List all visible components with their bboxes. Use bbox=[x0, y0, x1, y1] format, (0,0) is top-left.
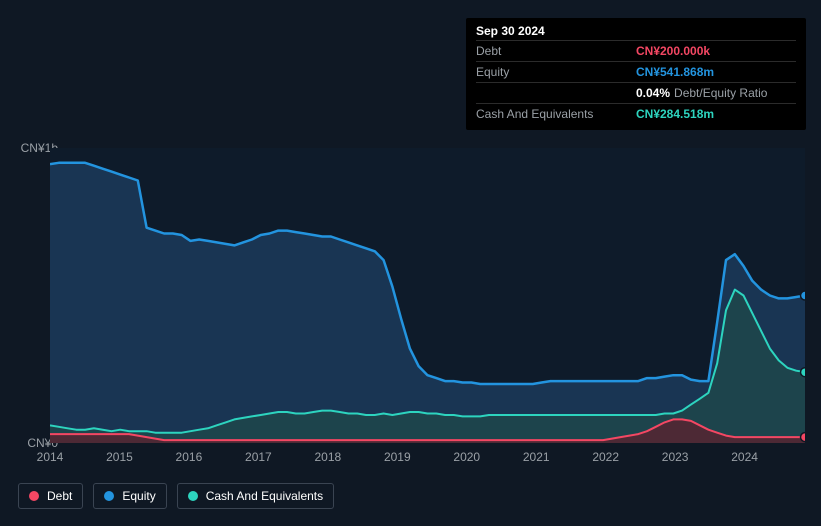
series-end-marker-debt bbox=[801, 433, 806, 442]
x-axis-label: 2016 bbox=[176, 450, 203, 464]
tooltip-row-label: Cash And Equivalents bbox=[476, 107, 636, 121]
tooltip-row-label: Debt bbox=[476, 44, 636, 58]
x-axis-label: 2024 bbox=[731, 450, 758, 464]
legend-swatch-icon bbox=[188, 491, 198, 501]
x-axis-label: 2018 bbox=[314, 450, 341, 464]
tooltip-row: 0.04% Debt/Equity Ratio bbox=[476, 82, 796, 103]
tooltip-row-value: CN¥284.518m bbox=[636, 107, 714, 121]
tooltip-row-suffix: Debt/Equity Ratio bbox=[674, 86, 767, 100]
chart-tooltip: Sep 30 2024 DebtCN¥200.000kEquityCN¥541.… bbox=[466, 18, 806, 130]
series-end-marker-cash-and-equivalents bbox=[801, 368, 806, 377]
legend-swatch-icon bbox=[29, 491, 39, 501]
tooltip-row-value: CN¥200.000k bbox=[636, 44, 710, 58]
tooltip-row-value: 0.04% bbox=[636, 86, 670, 100]
x-axis-label: 2022 bbox=[592, 450, 619, 464]
legend-label: Equity bbox=[122, 489, 155, 503]
x-axis-label: 2015 bbox=[106, 450, 133, 464]
tooltip-row-value: CN¥541.868m bbox=[636, 65, 714, 79]
legend-label: Cash And Equivalents bbox=[206, 489, 323, 503]
tooltip-row: Cash And EquivalentsCN¥284.518m bbox=[476, 103, 796, 124]
chart-legend: Debt Equity Cash And Equivalents bbox=[18, 483, 334, 509]
legend-item-cash-and-equivalents[interactable]: Cash And Equivalents bbox=[177, 483, 334, 509]
tooltip-row-label bbox=[476, 86, 636, 100]
tooltip-date: Sep 30 2024 bbox=[476, 24, 796, 40]
chart-container: Sep 30 2024 DebtCN¥200.000kEquityCN¥541.… bbox=[0, 0, 821, 526]
legend-label: Debt bbox=[47, 489, 72, 503]
x-axis-label: 2019 bbox=[384, 450, 411, 464]
x-axis-label: 2023 bbox=[662, 450, 689, 464]
chart-plot[interactable] bbox=[50, 148, 805, 443]
legend-swatch-icon bbox=[104, 491, 114, 501]
tooltip-row: EquityCN¥541.868m bbox=[476, 61, 796, 82]
x-axis-label: 2014 bbox=[37, 450, 64, 464]
x-axis-label: 2017 bbox=[245, 450, 272, 464]
tooltip-row: DebtCN¥200.000k bbox=[476, 40, 796, 61]
tooltip-row-label: Equity bbox=[476, 65, 636, 79]
legend-item-equity[interactable]: Equity bbox=[93, 483, 166, 509]
x-axis-label: 2021 bbox=[523, 450, 550, 464]
legend-item-debt[interactable]: Debt bbox=[18, 483, 83, 509]
series-end-marker-equity bbox=[801, 291, 806, 300]
x-axis-label: 2020 bbox=[453, 450, 480, 464]
